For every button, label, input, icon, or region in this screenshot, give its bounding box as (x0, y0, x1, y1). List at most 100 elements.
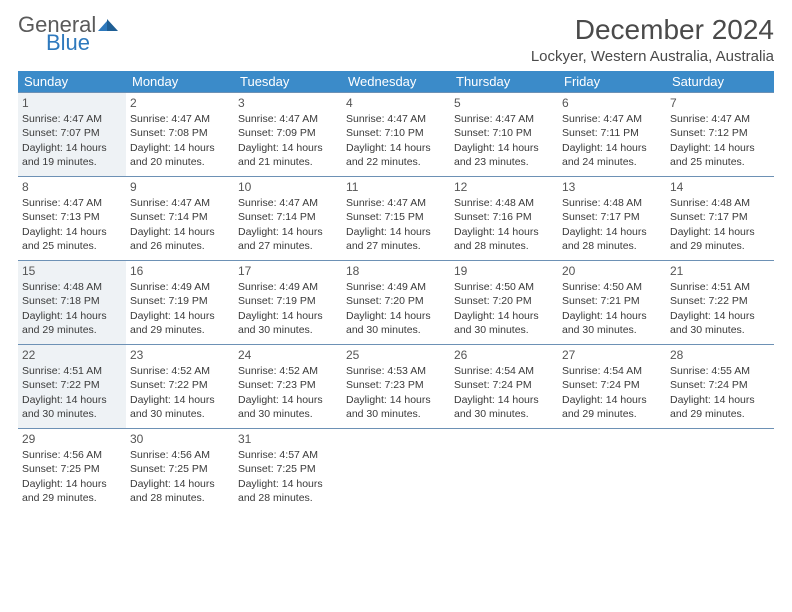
sunset-line: Sunset: 7:25 PM (22, 462, 122, 476)
title-block: December 2024 Lockyer, Western Australia… (531, 14, 774, 65)
daylight-line: Daylight: 14 hours and 27 minutes. (238, 225, 338, 253)
calendar-day: 4Sunrise: 4:47 AMSunset: 7:10 PMDaylight… (342, 93, 450, 177)
day-number: 30 (130, 431, 230, 447)
sunset-line: Sunset: 7:22 PM (670, 294, 770, 308)
calendar-day: 7Sunrise: 4:47 AMSunset: 7:12 PMDaylight… (666, 93, 774, 177)
day-number: 1 (22, 95, 122, 111)
sunrise-line: Sunrise: 4:52 AM (238, 364, 338, 378)
daylight-line: Daylight: 14 hours and 29 minutes. (670, 225, 770, 253)
calendar-day: 5Sunrise: 4:47 AMSunset: 7:10 PMDaylight… (450, 93, 558, 177)
sunrise-line: Sunrise: 4:48 AM (454, 196, 554, 210)
calendar-day: 8Sunrise: 4:47 AMSunset: 7:13 PMDaylight… (18, 177, 126, 261)
sunrise-line: Sunrise: 4:47 AM (670, 112, 770, 126)
day-number: 12 (454, 179, 554, 195)
sunset-line: Sunset: 7:08 PM (130, 126, 230, 140)
sunrise-line: Sunrise: 4:47 AM (22, 196, 122, 210)
calendar-day: 1Sunrise: 4:47 AMSunset: 7:07 PMDaylight… (18, 93, 126, 177)
day-number: 6 (562, 95, 662, 111)
daylight-line: Daylight: 14 hours and 26 minutes. (130, 225, 230, 253)
day-number: 18 (346, 263, 446, 279)
sunrise-line: Sunrise: 4:47 AM (346, 196, 446, 210)
daylight-line: Daylight: 14 hours and 30 minutes. (238, 393, 338, 421)
day-number: 29 (22, 431, 122, 447)
calendar-empty (450, 429, 558, 513)
sunrise-line: Sunrise: 4:53 AM (346, 364, 446, 378)
sunrise-line: Sunrise: 4:47 AM (346, 112, 446, 126)
calendar-day: 22Sunrise: 4:51 AMSunset: 7:22 PMDayligh… (18, 345, 126, 429)
calendar-day: 2Sunrise: 4:47 AMSunset: 7:08 PMDaylight… (126, 93, 234, 177)
sunrise-line: Sunrise: 4:54 AM (454, 364, 554, 378)
daylight-line: Daylight: 14 hours and 29 minutes. (670, 393, 770, 421)
day-number: 9 (130, 179, 230, 195)
calendar-day: 20Sunrise: 4:50 AMSunset: 7:21 PMDayligh… (558, 261, 666, 345)
sunset-line: Sunset: 7:24 PM (562, 378, 662, 392)
sunrise-line: Sunrise: 4:56 AM (130, 448, 230, 462)
daylight-line: Daylight: 14 hours and 20 minutes. (130, 141, 230, 169)
day-number: 4 (346, 95, 446, 111)
sunrise-line: Sunrise: 4:54 AM (562, 364, 662, 378)
calendar-day: 29Sunrise: 4:56 AMSunset: 7:25 PMDayligh… (18, 429, 126, 513)
brand-logo: General Blue (18, 14, 118, 54)
calendar-day: 26Sunrise: 4:54 AMSunset: 7:24 PMDayligh… (450, 345, 558, 429)
sunset-line: Sunset: 7:17 PM (670, 210, 770, 224)
daylight-line: Daylight: 14 hours and 28 minutes. (130, 477, 230, 505)
day-header: Sunday (18, 71, 126, 93)
calendar-day: 10Sunrise: 4:47 AMSunset: 7:14 PMDayligh… (234, 177, 342, 261)
daylight-line: Daylight: 14 hours and 30 minutes. (22, 393, 122, 421)
daylight-line: Daylight: 14 hours and 30 minutes. (670, 309, 770, 337)
calendar-empty (558, 429, 666, 513)
daylight-line: Daylight: 14 hours and 25 minutes. (670, 141, 770, 169)
sunset-line: Sunset: 7:24 PM (454, 378, 554, 392)
sunset-line: Sunset: 7:22 PM (130, 378, 230, 392)
calendar-day: 28Sunrise: 4:55 AMSunset: 7:24 PMDayligh… (666, 345, 774, 429)
day-number: 3 (238, 95, 338, 111)
title-location: Lockyer, Western Australia, Australia (531, 48, 774, 65)
calendar-day: 19Sunrise: 4:50 AMSunset: 7:20 PMDayligh… (450, 261, 558, 345)
day-number: 27 (562, 347, 662, 363)
day-number: 14 (670, 179, 770, 195)
sunrise-line: Sunrise: 4:56 AM (22, 448, 122, 462)
sunset-line: Sunset: 7:14 PM (130, 210, 230, 224)
day-number: 26 (454, 347, 554, 363)
sunrise-line: Sunrise: 4:49 AM (130, 280, 230, 294)
day-number: 15 (22, 263, 122, 279)
daylight-line: Daylight: 14 hours and 29 minutes. (130, 309, 230, 337)
day-number: 23 (130, 347, 230, 363)
day-number: 25 (346, 347, 446, 363)
calendar-day: 9Sunrise: 4:47 AMSunset: 7:14 PMDaylight… (126, 177, 234, 261)
daylight-line: Daylight: 14 hours and 30 minutes. (238, 309, 338, 337)
sunset-line: Sunset: 7:10 PM (454, 126, 554, 140)
calendar-day: 21Sunrise: 4:51 AMSunset: 7:22 PMDayligh… (666, 261, 774, 345)
sunrise-line: Sunrise: 4:48 AM (22, 280, 122, 294)
calendar-week: 15Sunrise: 4:48 AMSunset: 7:18 PMDayligh… (18, 261, 774, 345)
sunrise-line: Sunrise: 4:47 AM (454, 112, 554, 126)
sunrise-line: Sunrise: 4:57 AM (238, 448, 338, 462)
daylight-line: Daylight: 14 hours and 28 minutes. (454, 225, 554, 253)
sunset-line: Sunset: 7:19 PM (238, 294, 338, 308)
daylight-line: Daylight: 14 hours and 30 minutes. (346, 309, 446, 337)
day-number: 8 (22, 179, 122, 195)
brand-word2: Blue (46, 32, 118, 54)
day-number: 7 (670, 95, 770, 111)
sunset-line: Sunset: 7:23 PM (346, 378, 446, 392)
calendar-day: 25Sunrise: 4:53 AMSunset: 7:23 PMDayligh… (342, 345, 450, 429)
calendar-empty (342, 429, 450, 513)
sunset-line: Sunset: 7:17 PM (562, 210, 662, 224)
sunrise-line: Sunrise: 4:49 AM (346, 280, 446, 294)
brand-mark-icon (98, 17, 118, 33)
sunset-line: Sunset: 7:22 PM (22, 378, 122, 392)
calendar-day: 24Sunrise: 4:52 AMSunset: 7:23 PMDayligh… (234, 345, 342, 429)
calendar-day: 30Sunrise: 4:56 AMSunset: 7:25 PMDayligh… (126, 429, 234, 513)
sunrise-line: Sunrise: 4:47 AM (238, 196, 338, 210)
sunset-line: Sunset: 7:12 PM (670, 126, 770, 140)
sunrise-line: Sunrise: 4:47 AM (238, 112, 338, 126)
daylight-line: Daylight: 14 hours and 29 minutes. (22, 309, 122, 337)
daylight-line: Daylight: 14 hours and 27 minutes. (346, 225, 446, 253)
day-header-row: SundayMondayTuesdayWednesdayThursdayFrid… (18, 71, 774, 93)
sunset-line: Sunset: 7:18 PM (22, 294, 122, 308)
title-month: December 2024 (531, 14, 774, 46)
daylight-line: Daylight: 14 hours and 30 minutes. (454, 309, 554, 337)
sunset-line: Sunset: 7:16 PM (454, 210, 554, 224)
daylight-line: Daylight: 14 hours and 29 minutes. (22, 477, 122, 505)
day-number: 2 (130, 95, 230, 111)
